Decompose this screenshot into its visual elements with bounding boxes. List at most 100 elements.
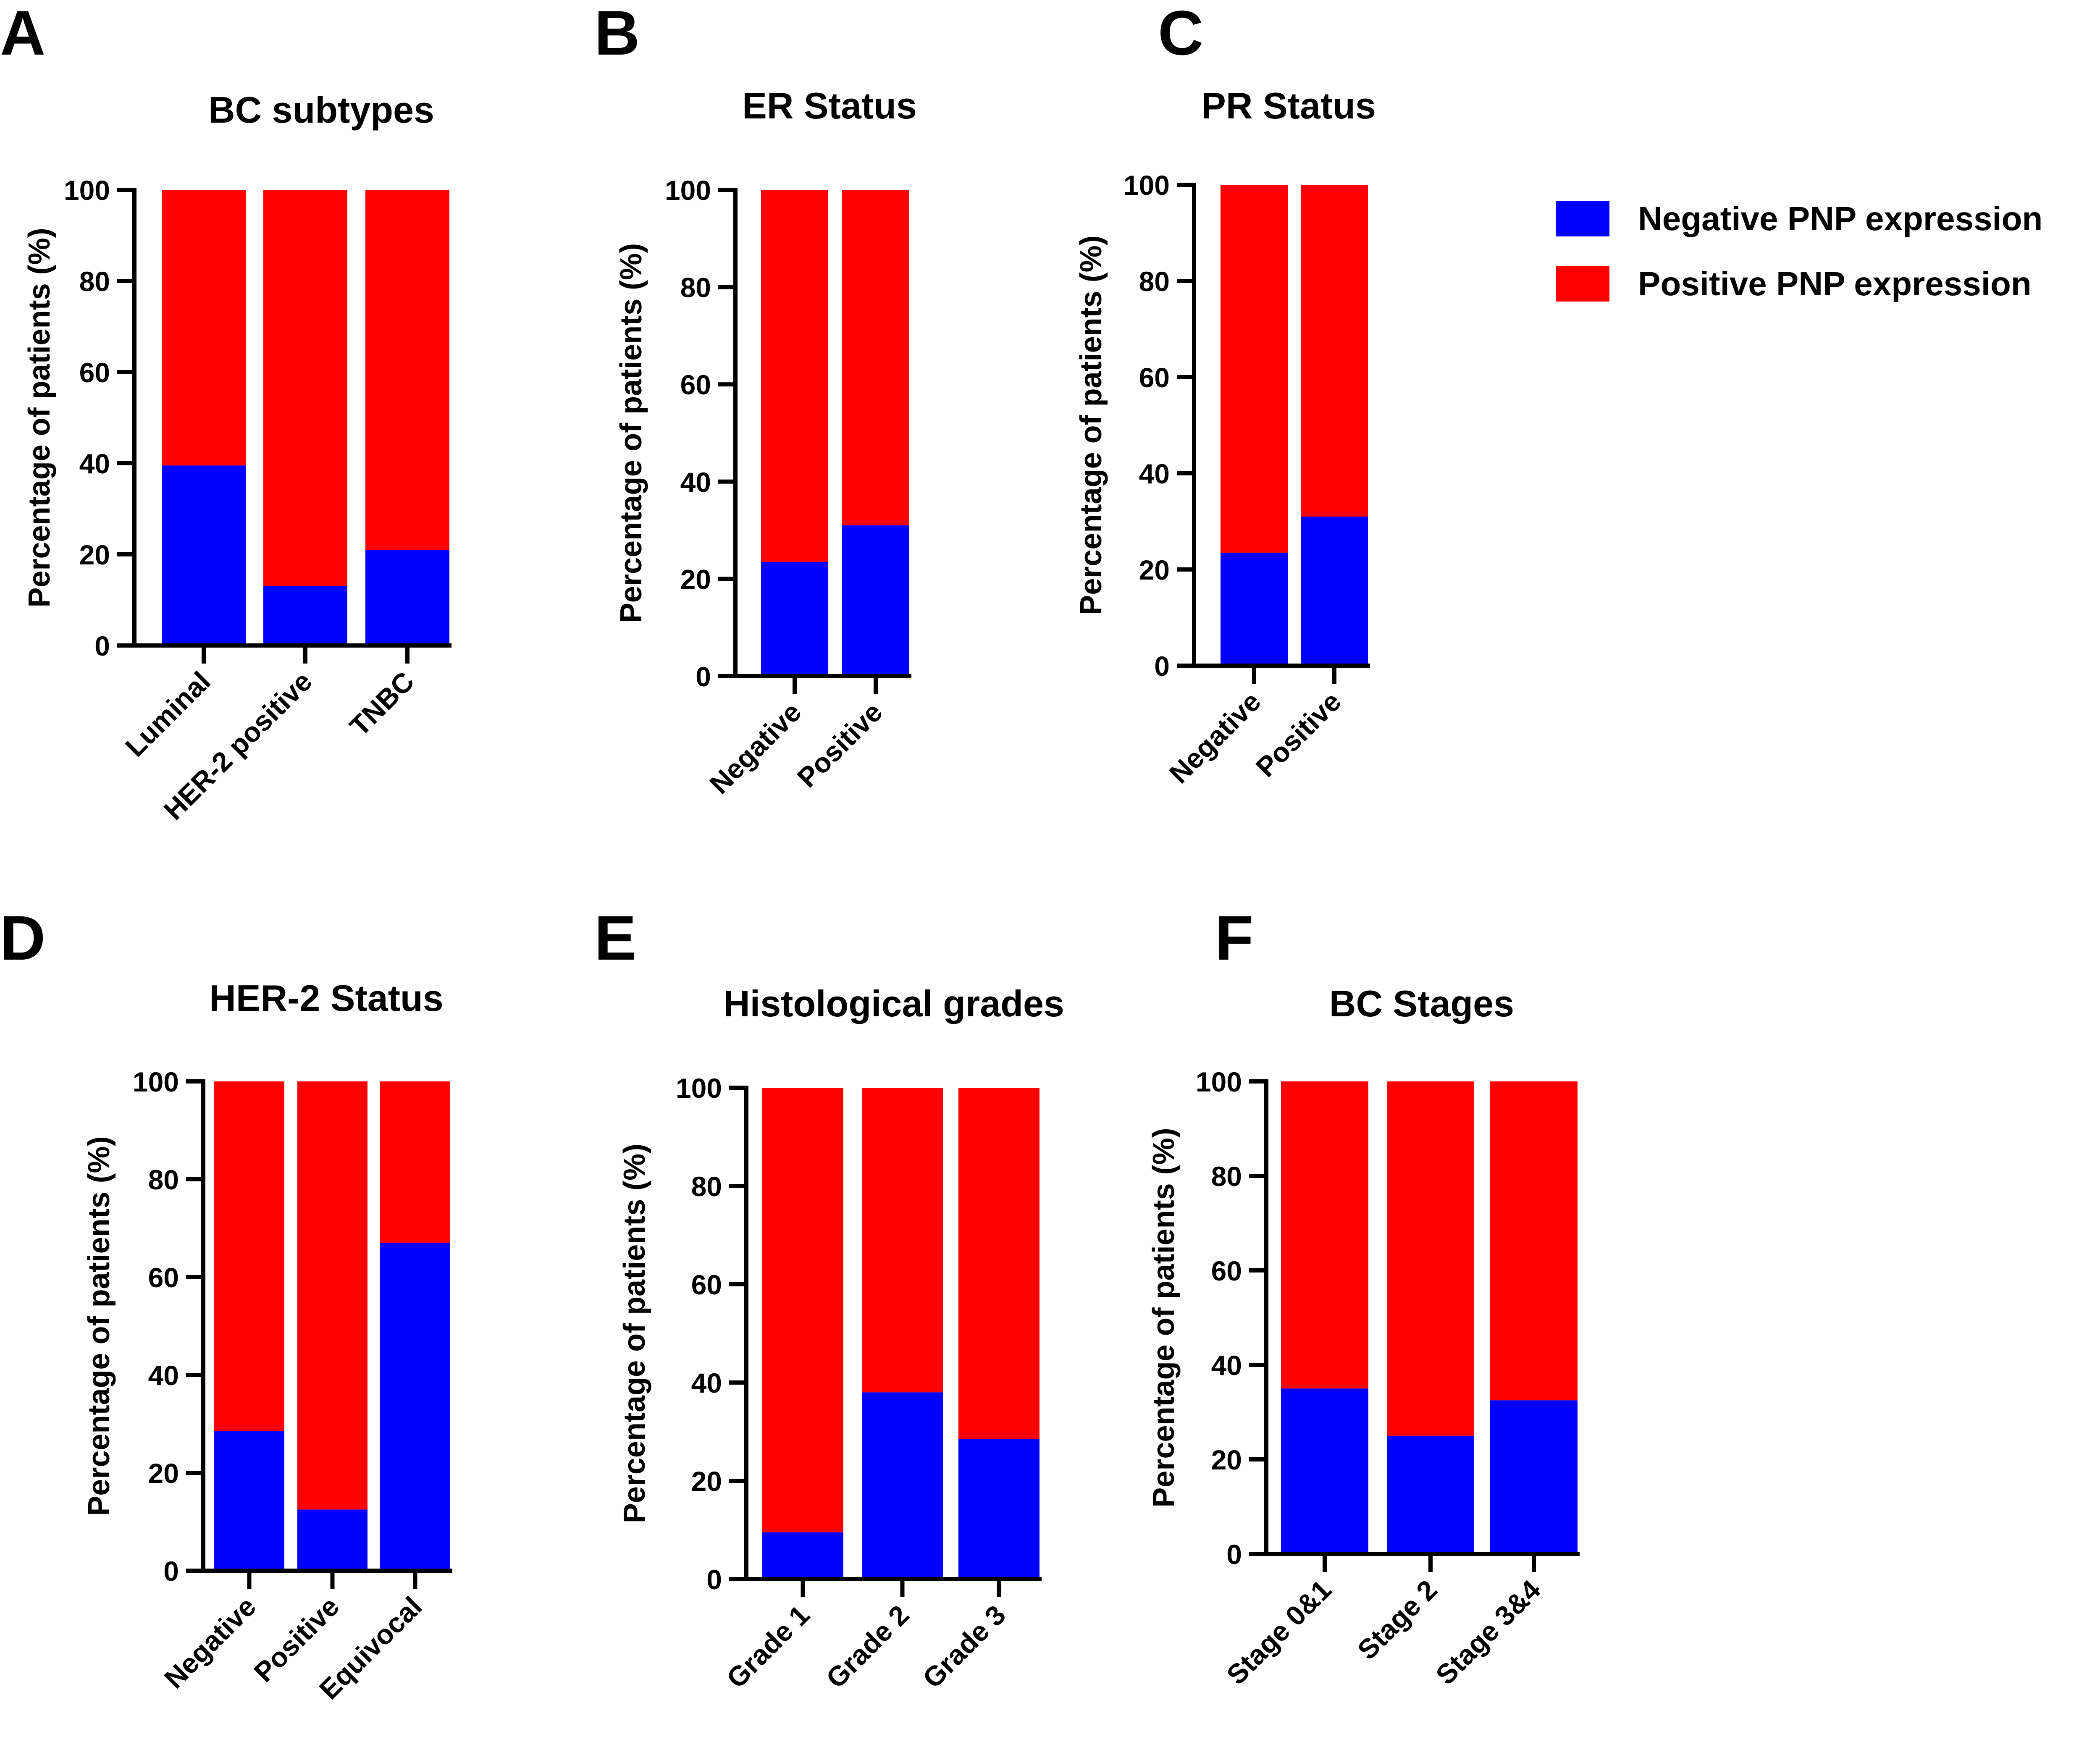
bar-negative-1 <box>862 1392 943 1579</box>
y-tick-label: 40 <box>1211 1350 1242 1381</box>
legend-label-positive: Positive PNP expression <box>1638 265 2032 302</box>
y-tick-label: 0 <box>1154 651 1170 682</box>
y-tick-label: 40 <box>1139 458 1170 489</box>
bar-negative-0 <box>162 465 246 645</box>
x-tick-label: Grade 1 <box>720 1599 815 1694</box>
y-tick-label: 40 <box>680 467 711 498</box>
bar-positive-2 <box>958 1088 1040 1439</box>
y-tick-label: 80 <box>691 1171 722 1202</box>
chart-title: HER-2 Status <box>209 977 443 1019</box>
y-tick-label: 60 <box>1211 1255 1242 1286</box>
bar-negative-0 <box>1281 1388 1368 1554</box>
legend-swatch-negative <box>1556 201 1609 236</box>
panel-f: F BC Stages Percentage of patients (%) 0 20 4… <box>1147 903 1580 1691</box>
y-tick-label: 0 <box>163 1556 179 1587</box>
panel-letter: B <box>594 0 640 68</box>
bar-positive-2 <box>1490 1081 1578 1401</box>
panel-d: D HER-2 Status Percentage of patients (%) 0… <box>0 903 452 1705</box>
y-tick-label: 80 <box>680 272 711 303</box>
y-axis-label: Percentage of patients (%) <box>23 228 56 607</box>
panels: A BC subtypes Percentage of patients (%) 0 2… <box>0 0 1580 1705</box>
y-tick-label: 60 <box>691 1269 722 1300</box>
y-tick-label: 0 <box>706 1564 722 1595</box>
x-tick-label: Negative <box>1163 686 1267 790</box>
chart-title: ER Status <box>742 85 917 126</box>
bar-negative-1 <box>263 586 347 645</box>
y-tick-label: 40 <box>79 448 110 479</box>
bar-negative-2 <box>1490 1400 1578 1554</box>
bar-positive-0 <box>762 1088 843 1532</box>
x-tick-label: Positive <box>791 696 888 793</box>
bar-negative-1 <box>297 1509 368 1571</box>
panel-b: B ER Status Percentage of patients (%) 0 20 4… <box>594 0 917 800</box>
y-tick-label: 20 <box>680 564 711 595</box>
chart-title: BC Stages <box>1329 983 1514 1024</box>
panel-e: E Histological grades Percentage of patien… <box>594 903 1064 1694</box>
y-tick-label: 60 <box>79 357 110 388</box>
panel-letter: E <box>594 903 636 973</box>
x-tick-label: Stage 0&1 <box>1221 1574 1337 1691</box>
y-tick-label: 60 <box>1139 362 1170 393</box>
bar-negative-2 <box>380 1243 450 1571</box>
x-tick-label: Stage 2 <box>1352 1574 1443 1666</box>
x-tick-label: Stage 3&4 <box>1430 1574 1546 1690</box>
legend: Negative PNP expression Positive PNP exp… <box>1556 200 2042 302</box>
bar-positive-1 <box>297 1081 368 1510</box>
bar-positive-2 <box>380 1081 450 1243</box>
bar-positive-0 <box>162 190 246 466</box>
legend-label-negative: Negative PNP expression <box>1638 200 2042 237</box>
y-tick-label: 20 <box>79 539 110 570</box>
bar-positive-1 <box>862 1088 943 1393</box>
y-tick-label: 0 <box>696 661 711 692</box>
y-tick-label: 40 <box>691 1367 722 1398</box>
y-axis-label: Percentage of patients (%) <box>1147 1128 1181 1507</box>
bar-positive-2 <box>365 190 449 550</box>
chart-title: BC subtypes <box>208 89 434 131</box>
legend-swatch-positive <box>1556 266 1609 302</box>
bar-positive-1 <box>1387 1081 1474 1436</box>
x-tick-label: Negative <box>704 696 807 800</box>
panel-letter: A <box>0 0 45 68</box>
bar-positive-0 <box>1221 185 1288 553</box>
y-tick-label: 20 <box>1211 1444 1242 1475</box>
y-tick-label: 80 <box>79 266 110 297</box>
y-axis-label: Percentage of patients (%) <box>82 1136 116 1516</box>
y-tick-label: 0 <box>1226 1539 1242 1570</box>
bar-negative-2 <box>365 550 449 645</box>
y-tick-label: 80 <box>148 1164 179 1195</box>
y-axis-label: Percentage of patients (%) <box>618 1144 651 1523</box>
chart-title: Histological grades <box>723 983 1064 1024</box>
y-tick-label: 60 <box>148 1262 179 1293</box>
bar-positive-1 <box>263 190 347 586</box>
y-axis-label: Percentage of patients (%) <box>1074 235 1108 615</box>
y-tick-label: 20 <box>1139 554 1170 585</box>
y-tick-label: 100 <box>676 1073 722 1104</box>
y-tick-label: 100 <box>1124 170 1170 201</box>
y-tick-label: 80 <box>1211 1161 1242 1192</box>
bar-negative-0 <box>762 1532 843 1579</box>
panel-letter: D <box>0 903 45 973</box>
y-tick-label: 100 <box>133 1066 179 1097</box>
x-tick-label: Positive <box>1250 686 1347 783</box>
bar-negative-1 <box>1301 517 1368 666</box>
bar-positive-1 <box>842 190 909 526</box>
x-tick-label: TNBC <box>344 666 420 742</box>
bar-negative-2 <box>958 1439 1040 1579</box>
bar-positive-0 <box>214 1081 284 1431</box>
y-tick-label: 100 <box>1196 1066 1242 1097</box>
y-tick-label: 20 <box>148 1458 179 1489</box>
y-tick-label: 100 <box>665 175 711 206</box>
x-tick-label: Grade 2 <box>820 1599 915 1694</box>
x-tick-label: Luminal <box>119 666 216 763</box>
x-tick-label: Grade 3 <box>916 1599 1011 1694</box>
y-tick-label: 20 <box>691 1466 722 1497</box>
bar-negative-1 <box>842 525 909 676</box>
y-tick-label: 40 <box>148 1360 179 1391</box>
y-axis-label: Percentage of patients (%) <box>614 243 648 623</box>
y-tick-label: 60 <box>680 369 711 400</box>
panel-letter: F <box>1215 903 1254 973</box>
panel-c: C PR Status Percentage of patients (%) 0 20 4… <box>1074 0 1376 789</box>
panel-letter: C <box>1158 0 1203 68</box>
panel-a: A BC subtypes Percentage of patients (%) 0 2… <box>0 0 452 826</box>
y-tick-label: 80 <box>1139 266 1170 297</box>
